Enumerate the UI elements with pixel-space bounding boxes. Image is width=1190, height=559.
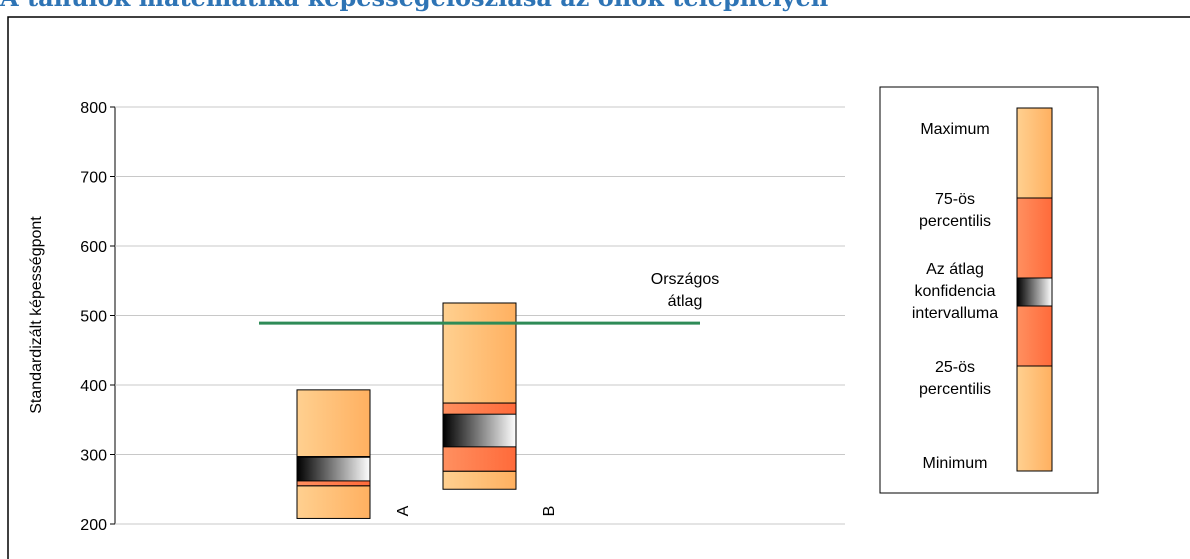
legend-swatch xyxy=(1016,197,1053,279)
y-axis-label: Standardizált képességpont xyxy=(28,216,45,414)
box-upper xyxy=(296,389,371,458)
x-tick-label: B xyxy=(541,506,558,517)
legend-swatch xyxy=(1016,305,1053,367)
legend-label: percentilis xyxy=(919,381,991,398)
legend-label: Minimum xyxy=(923,455,988,472)
legend-label: 25-ös xyxy=(935,359,975,376)
box-ci xyxy=(442,413,517,448)
reference-label: Országos xyxy=(651,271,719,288)
legend-label: Az átlag xyxy=(926,261,984,278)
legend-label: konfidencia xyxy=(915,283,996,300)
y-tick-label: 800 xyxy=(80,100,107,117)
legend-box xyxy=(879,86,1099,494)
reference-label: átlag xyxy=(668,293,703,310)
box-lower xyxy=(442,470,517,490)
box-lower xyxy=(296,485,371,519)
legend-swatch xyxy=(1016,365,1053,472)
y-tick-label: 300 xyxy=(80,448,107,465)
legend-label: percentilis xyxy=(919,213,991,230)
legend-swatch xyxy=(1016,107,1053,199)
legend-swatch xyxy=(1016,277,1053,307)
x-tick-label: A xyxy=(395,505,412,516)
box-ci xyxy=(296,456,371,482)
legend-label: Maximum xyxy=(920,121,989,138)
y-tick-label: 400 xyxy=(80,378,107,395)
legend-label: 75-ös xyxy=(935,191,975,208)
chart-title: A tanulók matematika képességeloszlása a… xyxy=(0,0,828,12)
y-tick-label: 600 xyxy=(80,239,107,256)
box-upper xyxy=(442,302,517,404)
frame xyxy=(7,16,1190,559)
y-tick-label: 700 xyxy=(80,170,107,187)
legend-label: intervalluma xyxy=(912,305,998,322)
y-tick-label: 500 xyxy=(80,309,107,326)
y-tick-label: 200 xyxy=(80,517,107,534)
